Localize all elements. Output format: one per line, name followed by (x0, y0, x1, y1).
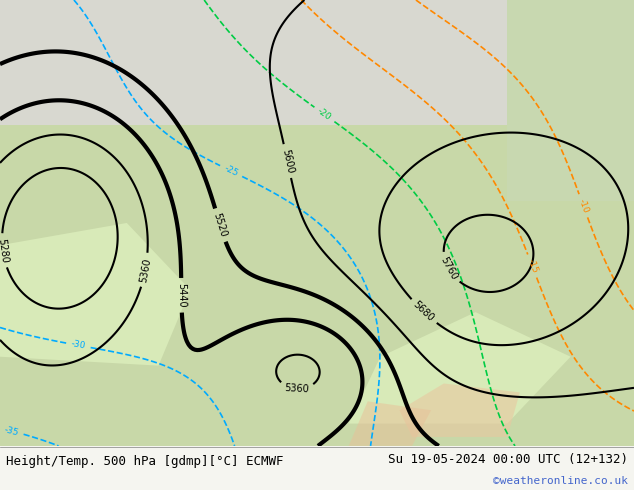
Text: 5680: 5680 (411, 299, 436, 324)
Text: -10: -10 (576, 197, 590, 214)
Text: 5360: 5360 (284, 383, 309, 394)
Polygon shape (349, 312, 571, 423)
Text: -35: -35 (3, 425, 20, 437)
Text: 5600: 5600 (280, 148, 295, 174)
Polygon shape (0, 223, 190, 366)
Text: 5520: 5520 (212, 212, 229, 239)
Text: Height/Temp. 500 hPa [gdmp][°C] ECMWF: Height/Temp. 500 hPa [gdmp][°C] ECMWF (6, 455, 284, 468)
Text: -25: -25 (223, 164, 240, 178)
Text: 5760: 5760 (438, 255, 459, 282)
Polygon shape (0, 125, 634, 446)
Text: ©weatheronline.co.uk: ©weatheronline.co.uk (493, 476, 628, 486)
Text: -15: -15 (526, 258, 539, 274)
Polygon shape (0, 0, 634, 125)
Polygon shape (349, 401, 431, 446)
Text: -30: -30 (70, 340, 86, 351)
Text: 5440: 5440 (176, 283, 186, 308)
Polygon shape (399, 384, 520, 437)
Polygon shape (507, 0, 634, 201)
Text: 5280: 5280 (0, 238, 10, 264)
Text: Su 19-05-2024 00:00 UTC (12+132): Su 19-05-2024 00:00 UTC (12+132) (387, 453, 628, 466)
Text: 5360: 5360 (138, 257, 152, 283)
Text: -20: -20 (316, 106, 333, 122)
